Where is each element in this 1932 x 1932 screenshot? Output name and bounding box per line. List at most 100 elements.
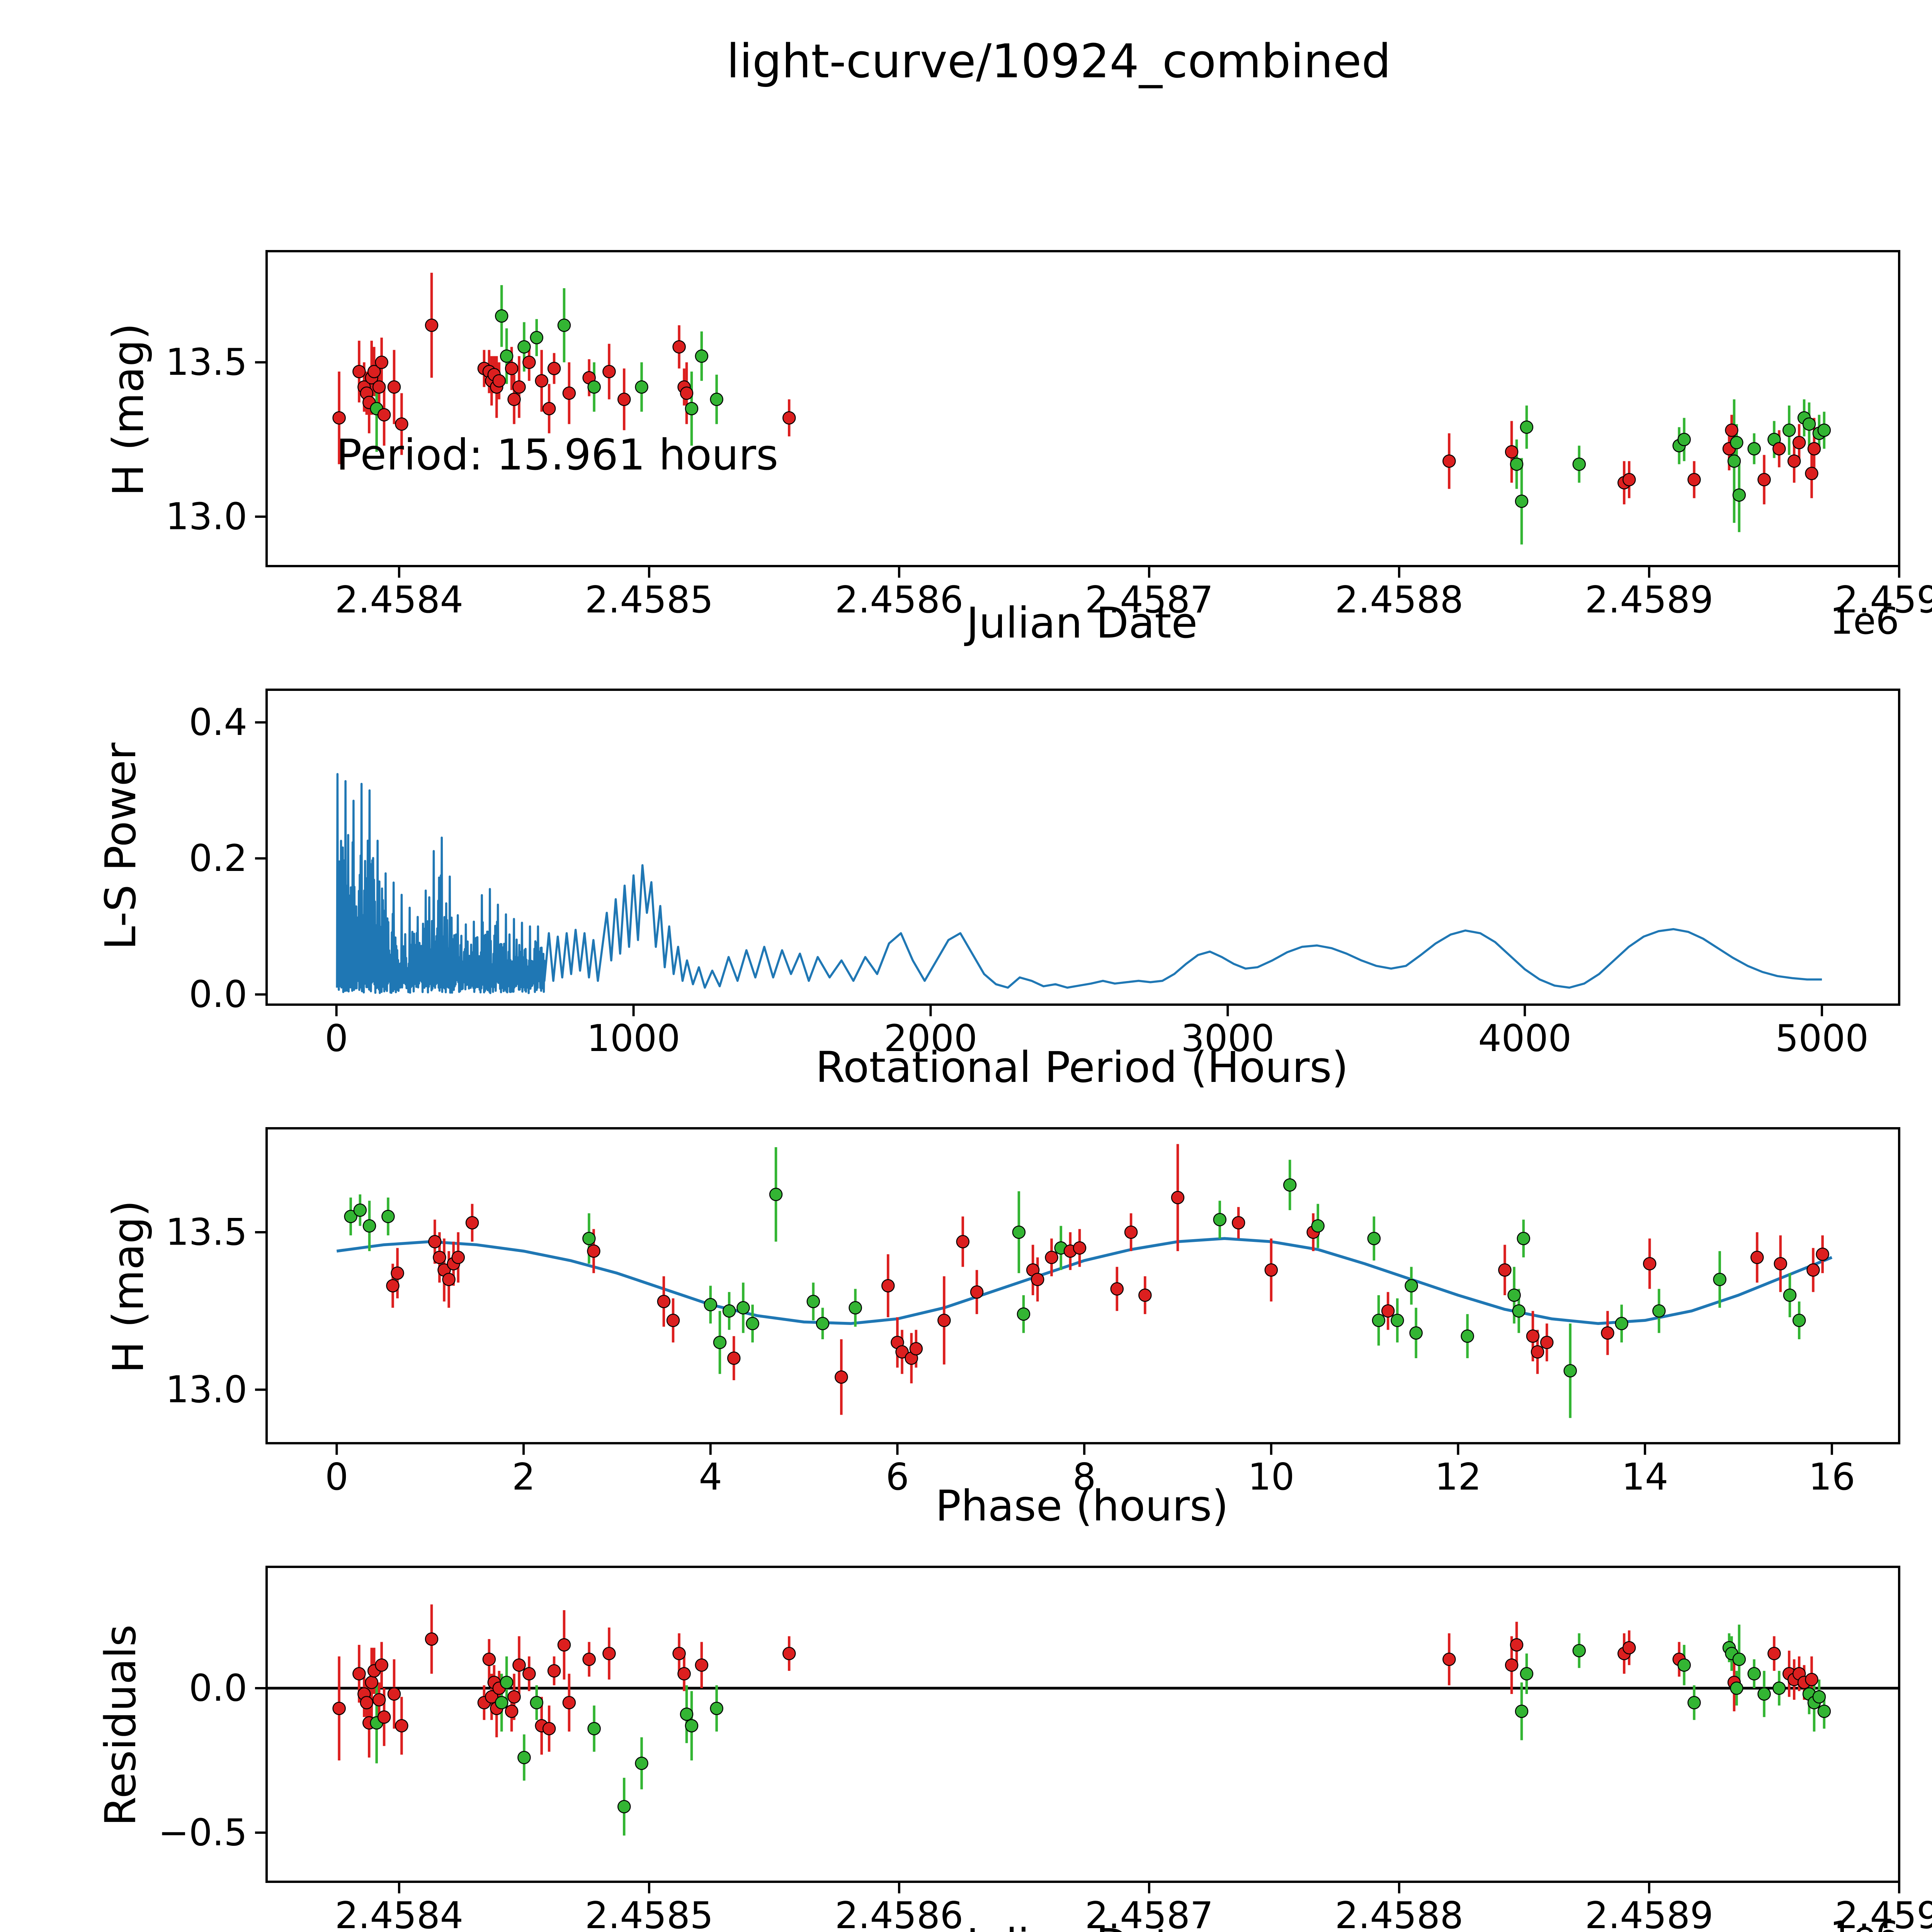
data-point <box>1730 1681 1743 1695</box>
data-point <box>387 380 401 394</box>
data-point <box>1713 1272 1726 1286</box>
data-point <box>782 411 796 425</box>
phase-curve-plot-area: 0 2 4 6 8 10 12 14 16 13.0 13.5 <box>165 1127 1900 1498</box>
data-point <box>710 393 723 406</box>
data-point <box>395 417 408 431</box>
data-point <box>1531 1345 1544 1359</box>
data-point <box>695 1658 709 1672</box>
data-point <box>1012 1225 1026 1239</box>
x-tick-label: 5000 <box>1775 1017 1869 1060</box>
x-tick-label: 6 <box>886 1456 909 1498</box>
x-tick-label: 2.4590 <box>1835 579 1932 621</box>
data-point <box>367 365 381 378</box>
xlabel-julian-date-top: Julian Date <box>964 598 1197 648</box>
data-point <box>806 1295 820 1308</box>
data-point <box>1442 1653 1456 1666</box>
scatter-points <box>332 309 1831 508</box>
y-tick-label: 13.0 <box>165 1369 247 1411</box>
data-point <box>1442 454 1456 468</box>
data-point <box>816 1317 830 1330</box>
data-point <box>372 380 386 394</box>
x-tick-label: 2.4585 <box>585 1895 713 1932</box>
data-point <box>542 402 556 415</box>
data-point <box>505 1704 519 1718</box>
scatter-points <box>332 1632 1831 1813</box>
data-point <box>1805 1673 1818 1686</box>
axes-frame <box>265 250 1900 567</box>
data-point <box>582 1653 596 1666</box>
data-point <box>352 365 366 378</box>
data-point <box>1526 1329 1540 1343</box>
x-tick-label: 2 <box>512 1456 535 1498</box>
data-point <box>517 1751 531 1764</box>
data-point <box>1732 488 1746 502</box>
panel-residuals: 2.4584 2.4585 2.4586 2.4587 2.4588 2.4589 2.45… <box>96 1566 1932 1932</box>
data-point <box>1767 1647 1781 1660</box>
data-point <box>395 1719 408 1733</box>
data-point <box>835 1370 848 1384</box>
x-tick-label: 2.4588 <box>1335 1895 1463 1932</box>
data-point <box>1772 1681 1786 1695</box>
data-point <box>672 340 686 354</box>
data-point <box>377 1710 391 1724</box>
data-point <box>1652 1304 1666 1318</box>
data-point <box>1045 1250 1058 1264</box>
data-point <box>722 1304 736 1318</box>
data-point <box>713 1335 727 1349</box>
data-point <box>512 380 526 394</box>
x-tick-label: 16 <box>1808 1456 1855 1498</box>
data-point <box>375 1658 388 1672</box>
data-point <box>1601 1326 1614 1340</box>
data-point <box>970 1285 984 1299</box>
data-point <box>482 1653 496 1666</box>
data-point <box>1505 1658 1519 1672</box>
data-point <box>1677 1658 1691 1672</box>
data-point <box>365 1675 378 1689</box>
data-point <box>1622 1641 1636 1655</box>
x-tick-label: 12 <box>1435 1456 1481 1498</box>
axes-frame <box>265 689 1900 1006</box>
y-tick-label: 0.0 <box>189 973 247 1016</box>
data-point <box>1231 1216 1245 1230</box>
data-point <box>1213 1213 1227 1226</box>
data-point <box>500 1675 514 1689</box>
data-point <box>1409 1326 1423 1340</box>
data-point <box>937 1313 951 1327</box>
data-point <box>507 1690 521 1704</box>
x-tick-label: 2.4585 <box>585 579 713 621</box>
data-point <box>433 1250 446 1264</box>
data-point <box>602 1647 616 1660</box>
data-point <box>353 1203 367 1217</box>
figure-title: light-curve/10924_combined <box>726 35 1391 88</box>
data-point <box>1563 1364 1577 1378</box>
data-point <box>1750 1250 1764 1264</box>
data-point <box>1461 1329 1474 1343</box>
data-point <box>1405 1279 1418 1293</box>
data-point <box>360 1696 374 1709</box>
y-tick-label: 13.5 <box>165 1211 247 1253</box>
x-tick-label: 4 <box>699 1456 722 1498</box>
data-point <box>557 1638 571 1652</box>
residuals-plot-area: 2.4584 2.4585 2.4586 2.4587 2.4588 2.4589 2.45… <box>158 1566 1932 1932</box>
data-point <box>1732 1653 1746 1666</box>
data-point <box>1372 1313 1386 1327</box>
data-point <box>1507 1288 1521 1302</box>
data-point <box>492 374 506 388</box>
data-point <box>704 1298 718 1311</box>
data-point <box>547 362 561 375</box>
data-point <box>387 1687 401 1701</box>
data-point <box>782 1647 796 1660</box>
data-point <box>451 1250 465 1264</box>
data-point <box>685 402 699 415</box>
data-point <box>1817 1704 1831 1718</box>
data-point <box>587 1244 600 1258</box>
data-point <box>677 1667 691 1680</box>
x-tick-label: 2.4586 <box>835 579 963 621</box>
data-point <box>1806 1263 1820 1277</box>
data-point <box>1505 445 1519 459</box>
data-point <box>1311 1219 1325 1233</box>
data-point <box>1540 1335 1554 1349</box>
ylabel-residuals: Residuals <box>96 1624 145 1826</box>
data-point <box>1757 473 1771 486</box>
